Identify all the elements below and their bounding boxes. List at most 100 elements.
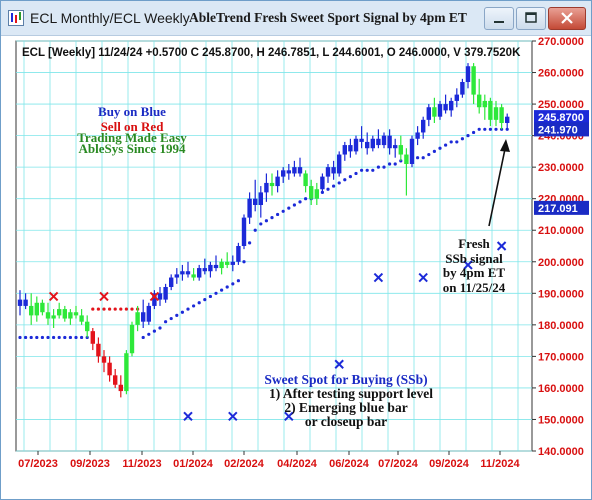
x-marker-stroke [373, 272, 384, 283]
price-bar [292, 160, 297, 177]
price-tag-box [534, 110, 589, 125]
price-bar [135, 305, 140, 332]
x-signal-marker [418, 272, 428, 283]
price-bar [482, 94, 487, 120]
bar-body [370, 138, 375, 149]
bar-body [68, 312, 73, 319]
price-bar [325, 164, 331, 183]
x-tick-label: 09/2024 [429, 458, 470, 470]
bar-body [163, 287, 168, 300]
support-dot [208, 294, 212, 299]
support-dot [141, 335, 145, 340]
bar-body [286, 170, 291, 174]
support-dot [276, 212, 280, 217]
support-dot [326, 187, 330, 191]
bar-body [101, 356, 107, 363]
price-bar [124, 350, 129, 395]
support-dot [270, 216, 274, 220]
price-bar [348, 138, 353, 158]
price-bar [359, 126, 364, 149]
price-tag-label: 217.091 [538, 203, 578, 215]
price-bar [264, 173, 269, 202]
price-bar [337, 151, 342, 177]
y-tick-label: 260.0000 [538, 68, 584, 80]
price-bar [499, 104, 504, 130]
bar-body [493, 107, 499, 120]
maximize-button[interactable] [516, 7, 546, 30]
price-bar [85, 315, 90, 338]
bar-body [477, 94, 482, 108]
x-signal-marker [48, 291, 59, 302]
price-chart[interactable]: 140.0000 150.0000 160.0000 170.0000 180.0000… [1, 36, 591, 499]
bar-body [281, 170, 286, 177]
bar-body [292, 167, 297, 174]
bar-body [409, 138, 415, 164]
x-tick-label: 07/2024 [378, 458, 419, 470]
price-bar [96, 337, 101, 363]
support-dot [186, 307, 190, 311]
x-marker-stroke [496, 241, 507, 251]
bar-body [141, 312, 146, 322]
bar-body [454, 94, 459, 101]
x-marker-stroke [334, 359, 344, 369]
bar-body [320, 176, 325, 190]
price-bar [426, 104, 431, 127]
support-dot [63, 335, 67, 340]
price-bar [342, 141, 347, 161]
resistance-dot [113, 307, 117, 311]
support-dot [444, 143, 448, 147]
sweet-spot-line-2: 2) Emerging blue bar [284, 400, 407, 415]
bar-body [129, 324, 135, 354]
price-bar [281, 167, 286, 183]
price-bar [225, 252, 230, 269]
support-dot [57, 335, 61, 340]
support-dot [52, 335, 56, 340]
bar-body [253, 198, 258, 205]
support-dot [147, 332, 151, 336]
signal-arrow-head [500, 139, 510, 152]
support-dot [175, 313, 179, 317]
price-bar [465, 63, 471, 89]
support-dot [494, 127, 498, 131]
bar-body [118, 384, 123, 392]
support-dot [40, 335, 45, 340]
bar-body [57, 309, 62, 316]
support-dot [393, 162, 397, 166]
price-bar [241, 214, 247, 250]
bar-body [241, 217, 247, 246]
minimize-button[interactable] [484, 7, 514, 30]
price-bar [174, 268, 179, 284]
bar-body [404, 154, 409, 164]
title-bar[interactable]: ECL Monthly/ECL Weekly AbleTrend Fresh S… [1, 1, 591, 36]
price-bar [381, 132, 387, 149]
price-tag: 241.970 [534, 122, 589, 137]
support-dot [242, 260, 246, 264]
price-bar [258, 186, 263, 218]
y-tick-label: 140.0000 [538, 446, 584, 458]
price-bar [45, 302, 51, 325]
price-bar [443, 94, 448, 114]
bar-body [169, 277, 174, 287]
support-dot [80, 335, 84, 340]
support-dot [203, 298, 207, 302]
support-dot [416, 156, 420, 160]
support-dot [281, 209, 285, 213]
support-dot [74, 335, 78, 340]
price-bar [253, 179, 258, 212]
price-tag: 245.8700 [534, 110, 589, 125]
support-dot [348, 175, 352, 179]
price-bar [488, 97, 493, 127]
price-bar [79, 309, 84, 325]
price-info-line: ECL [Weekly] 11/24/24 +0.5700 C 245.8700… [22, 47, 521, 59]
support-dot [164, 320, 168, 324]
price-bar [23, 293, 28, 310]
bar-body [432, 107, 437, 117]
bar-body [23, 299, 28, 306]
price-bar [432, 97, 437, 123]
bar-body [152, 293, 157, 306]
x-signal-marker [149, 291, 160, 302]
price-bar [191, 268, 196, 281]
bar-body [449, 100, 454, 111]
close-button[interactable] [548, 7, 586, 30]
bar-body [124, 353, 129, 392]
